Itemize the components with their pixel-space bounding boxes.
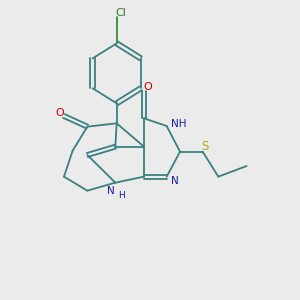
Text: N: N — [107, 186, 115, 196]
Text: H: H — [118, 191, 125, 200]
Text: O: O — [56, 108, 64, 118]
Text: S: S — [201, 140, 208, 153]
Text: NH: NH — [171, 119, 186, 129]
Text: Cl: Cl — [115, 8, 126, 18]
Text: N: N — [171, 176, 178, 186]
Text: O: O — [144, 82, 152, 92]
